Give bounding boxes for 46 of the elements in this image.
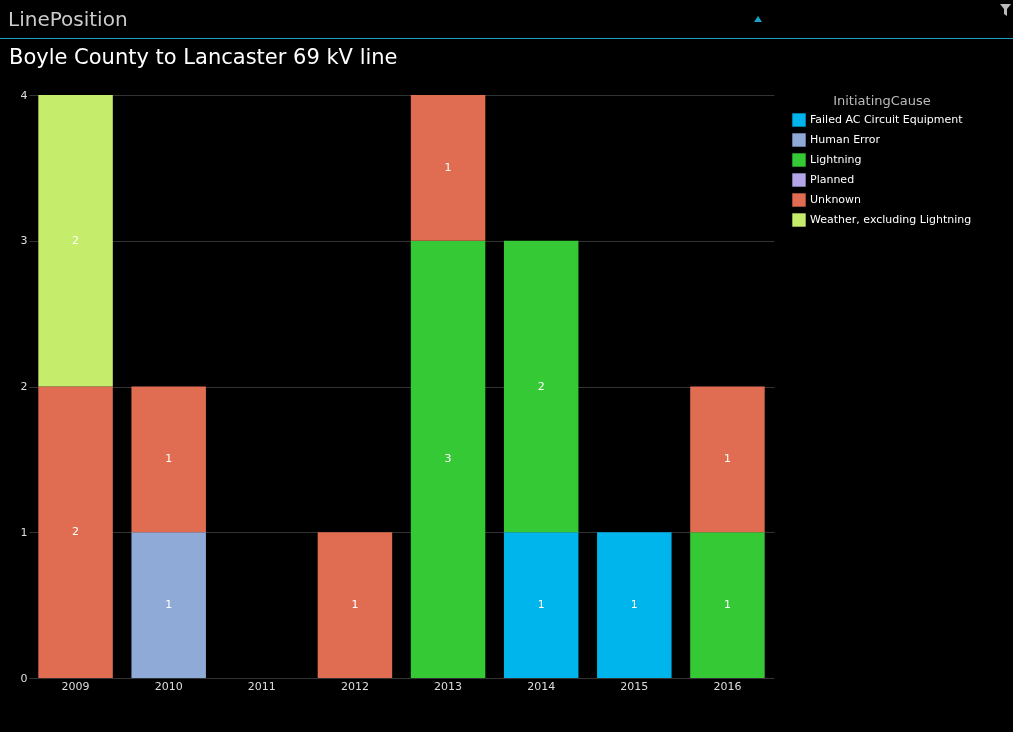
legend-label: Failed AC Circuit Equipment <box>810 113 964 126</box>
bar <box>131 386 206 533</box>
legend-label: Weather, excluding Lightning <box>810 213 972 226</box>
x-tick-label: 2009 <box>61 679 90 693</box>
bar <box>690 532 765 678</box>
data-label: 1 <box>444 160 452 174</box>
x-tick-label: 2010 <box>154 679 183 693</box>
text: LinePosition <box>8 7 128 31</box>
data-label: 2 <box>72 525 80 539</box>
legend-label: Lightning <box>810 153 862 166</box>
bar <box>131 532 206 678</box>
y-tick-label: 2 <box>20 380 28 393</box>
bar <box>503 240 579 533</box>
data-label: 1 <box>351 598 359 612</box>
data-label: 1 <box>165 598 173 612</box>
y-tick-label: 0 <box>20 671 28 685</box>
legend-label: Unknown <box>810 193 862 206</box>
legend-label: Planned <box>810 173 855 186</box>
data-label: 2 <box>72 233 80 247</box>
data-label: 1 <box>165 452 173 466</box>
data-label: 1 <box>630 598 638 612</box>
bar <box>38 386 113 678</box>
y-tick-label: 4 <box>20 88 28 102</box>
x-tick-label: 2015 <box>620 679 649 693</box>
y-tick-label: 3 <box>20 234 28 248</box>
chart-title: Boyle County to Lancaster 69 kV line <box>8 44 399 71</box>
data-label: 1 <box>723 452 731 466</box>
bar <box>317 532 393 678</box>
legend-title: InitiatingCause <box>833 93 931 108</box>
bar <box>597 532 672 678</box>
bar <box>38 95 113 387</box>
data-label: 1 <box>537 598 545 612</box>
x-tick-label: 2014 <box>527 679 556 693</box>
data-label: 3 <box>444 452 452 466</box>
y-tick-label: 1 <box>20 525 28 539</box>
bar <box>690 386 765 533</box>
bar <box>410 95 486 241</box>
bar <box>410 240 486 678</box>
x-tick-label: 2011 <box>247 679 276 693</box>
data-label: 2 <box>537 379 545 393</box>
x-tick-label: 2013 <box>434 679 463 693</box>
x-tick-label: 2012 <box>340 679 369 693</box>
data-label: 1 <box>723 598 731 612</box>
legend-label: Human Error <box>810 133 881 146</box>
x-tick-label: 2016 <box>713 679 742 693</box>
bar <box>503 532 579 678</box>
